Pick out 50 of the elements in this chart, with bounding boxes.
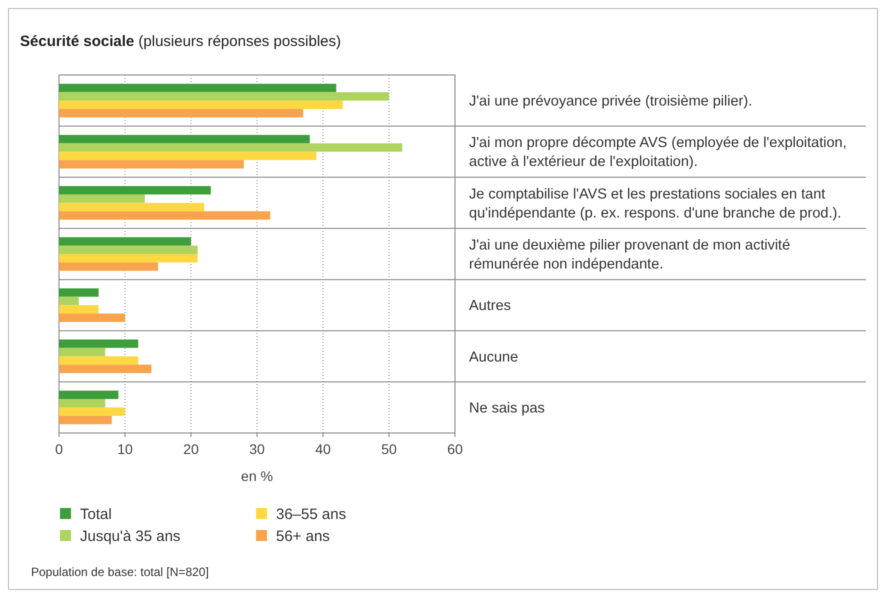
bar [59,84,336,92]
bar [59,399,106,408]
bar [59,348,106,356]
y-tick-label: Aucune [469,349,518,366]
x-axis-title: en % [241,468,273,484]
x-tick-label: 20 [183,441,199,457]
legend-label: 56+ ans [276,528,330,545]
bar [59,152,316,160]
chart-subtitle: (plusieurs réponses possibles) [134,33,342,50]
x-tick-label: 50 [381,441,397,457]
bar [59,416,112,424]
bar [59,108,304,118]
y-tick-label: J'ai mon propre décompte AVS (employée de l'exploitation, active à l'extérieur de l'exploitation). [469,135,847,170]
x-tick-label: 60 [447,441,463,457]
text: Population de base: total [N=820] [31,565,209,579]
y-tick-label: Autres [469,298,511,314]
chart-title: Sécurité sociale [20,33,134,50]
bar [59,134,310,144]
x-tick-label: 30 [249,441,265,457]
bar [59,237,191,246]
bar [59,246,198,254]
bar [59,211,270,220]
legend-label: Total [80,506,112,523]
bar [59,262,158,271]
y-tick-label: J'ai une prévoyance privée (troisième pilier). [469,94,752,110]
bar [59,390,118,400]
bar [59,339,138,348]
y-tick-label: Ne sais pas [469,400,545,416]
legend-label: 36–55 ans [276,506,346,523]
bar [59,92,389,101]
bar [59,288,99,297]
x-tick-label: 10 [117,441,133,457]
bar [59,314,125,322]
legend-label: Jusqu'à 35 ans [80,528,180,545]
bar [59,143,402,152]
y-tick-label: Je comptabilise l'AVS et les prestations sociales en tant qu'indépendante (p. ex. respons. d'une branche de prod.). [469,186,842,222]
bar [59,186,211,194]
bar [59,356,138,365]
bar [59,100,343,109]
x-tick-label: 40 [315,441,331,457]
bar [59,296,79,306]
bar [59,160,244,169]
x-tick-label: 0 [55,441,64,457]
bar [59,407,125,416]
bar [59,305,99,314]
y-tick-label: J'ai une deuxième pilier provenant de mon activité rémunérée non indépendante. [469,238,790,272]
bar [59,254,198,262]
bar [59,202,204,212]
bar [59,194,145,203]
bar [59,364,152,374]
